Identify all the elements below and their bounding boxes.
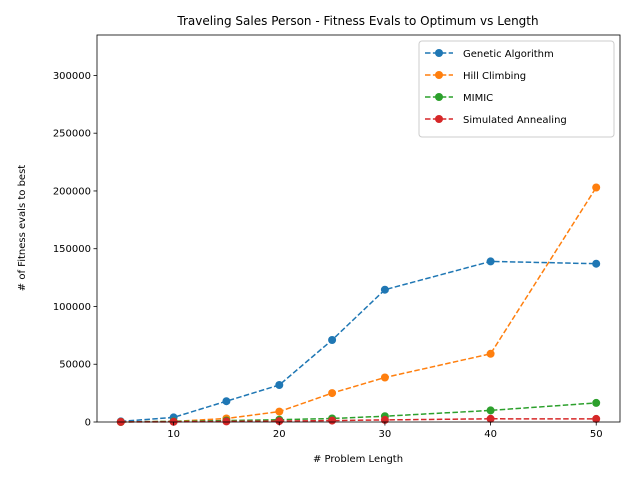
series-line-0: [120, 260, 597, 423]
y-tick-label-4: 200000: [53, 186, 91, 197]
legend-marker-2: [435, 93, 443, 101]
y-tick-label-3: 150000: [53, 244, 91, 255]
x-tick-label-2: 30: [379, 429, 392, 440]
series-0-point-3: [275, 381, 284, 389]
legend-label-2: MIMIC: [463, 93, 493, 104]
series-line-1: [120, 187, 597, 423]
x-tick-label-3: 40: [484, 429, 497, 440]
y-axis-label: # of Fitness evals to best: [17, 165, 28, 291]
series-0-point-2: [222, 397, 231, 406]
legend-marker-1: [435, 71, 443, 79]
legend-label-1: Hill Climbing: [463, 71, 526, 82]
series-1-point-4: [328, 389, 337, 398]
y-tick-label-5: 250000: [53, 129, 91, 140]
chart-title: Traveling Sales Person - Fitness Evals t…: [176, 14, 538, 28]
series-0-point-5: [380, 285, 389, 294]
x-tick-label-4: 50: [590, 429, 603, 440]
series-0-point-4: [328, 336, 337, 344]
series-line-3: [120, 418, 597, 423]
series-1-point-5: [380, 373, 389, 382]
series-3-point-2: [222, 417, 231, 426]
series-3-point-3: [275, 417, 284, 426]
x-tick-label-0: 10: [167, 429, 180, 440]
y-tick-label-2: 100000: [53, 302, 91, 313]
legend-marker-3: [435, 115, 443, 123]
series-line-2: [120, 402, 597, 423]
series-1-point-7: [592, 183, 601, 192]
series-1-point-6: [486, 349, 495, 358]
y-tick-label-1: 50000: [59, 360, 91, 371]
legend-box: [418, 40, 615, 138]
legend-marker-0: [435, 49, 443, 57]
y-tick-label-0: 0: [85, 418, 91, 429]
series-0-point-6: [486, 257, 495, 266]
legend-label-3: Simulated Annealing: [463, 115, 567, 126]
series-1-point-3: [275, 407, 284, 416]
legend-label-0: Genetic Algorithm: [463, 49, 554, 60]
axes-frame: [96, 34, 621, 423]
y-tick-label-6: 300000: [53, 71, 91, 82]
x-axis-label: # Problem Length: [313, 454, 403, 465]
legend: Genetic Algorithm Hill Climbing MIMIC Simul…: [418, 40, 615, 138]
series-3-point-6: [486, 414, 495, 423]
series-2-point-7: [592, 398, 601, 407]
series-0-point-7: [592, 259, 601, 268]
x-tick-label-1: 20: [273, 429, 286, 440]
series-3-point-7: [592, 414, 601, 423]
series-3-point-4: [328, 416, 337, 425]
series-2-point-6: [486, 406, 495, 415]
plot-area: 10 20 30 40 50 0 50000 100000 150000 200000 250000…: [53, 34, 621, 440]
